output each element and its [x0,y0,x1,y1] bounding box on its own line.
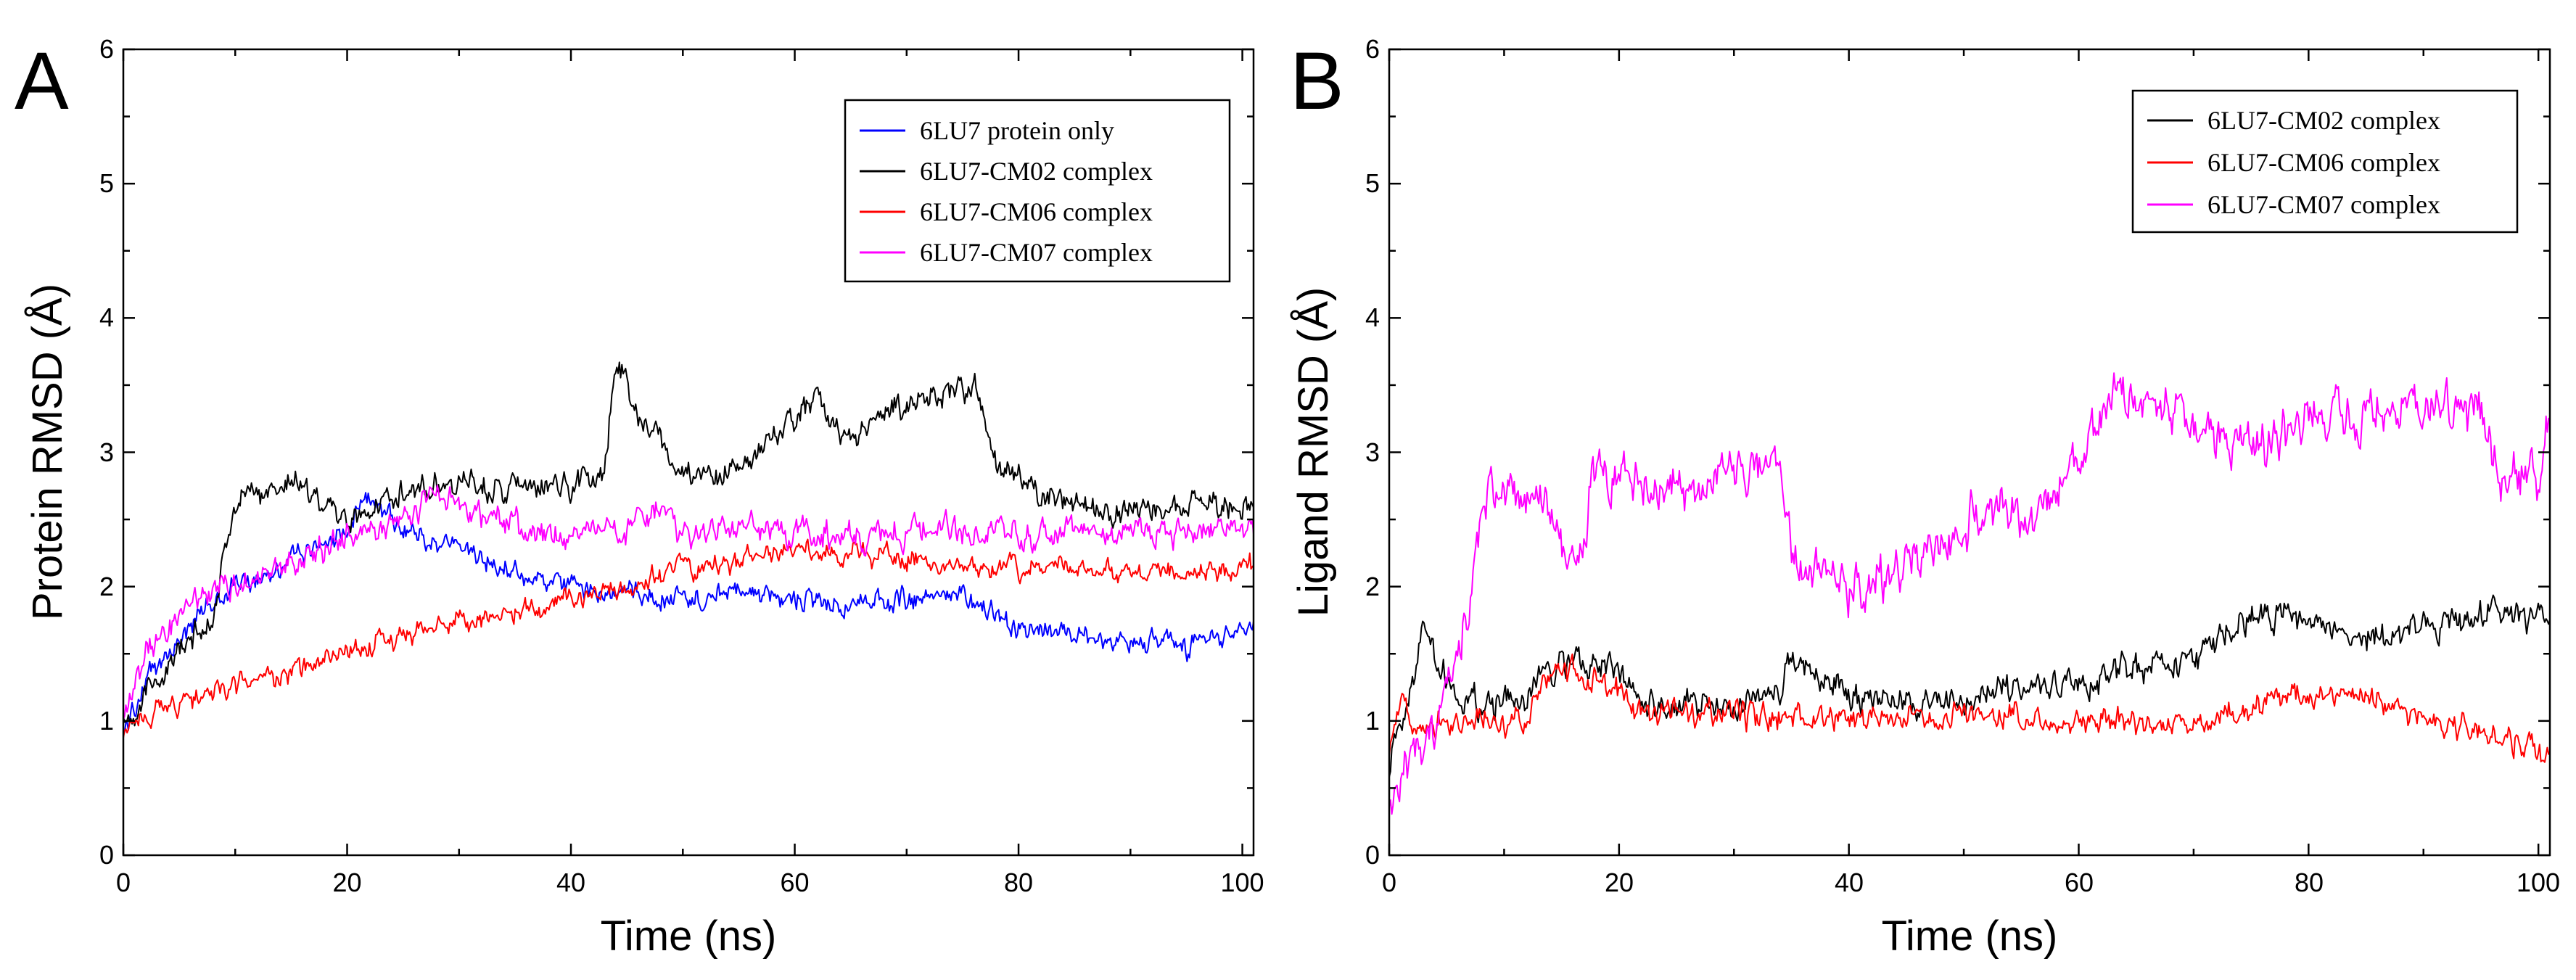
legend-box [844,99,1231,283]
x-tick-label: 40 [1835,868,1864,897]
x-tick-label: 100 [2517,868,2560,897]
y-axis-title: Protein RMSD (Å) [24,284,71,620]
y-tick-label: 6 [99,34,114,64]
series-line-6lu7-cm06-complex [1388,653,2551,763]
x-tick-label: 0 [116,868,131,897]
legend-box [2131,89,2519,234]
y-tick-label: 3 [1365,437,1380,467]
x-tick-label: 80 [2295,868,2324,897]
series-line-6lu7-cm06-complex [123,538,1254,738]
x-tick-label: 20 [332,868,361,897]
series-line-6lu7-cm07-complex [1388,372,2551,815]
y-tick-label: 0 [1365,840,1380,870]
y-tick-label: 1 [1365,706,1380,736]
ticks-layer [1388,48,2550,857]
y-tick-label: 5 [99,168,114,198]
y-tick-label: 0 [99,840,114,870]
legend-label: 6LU7 protein only [920,116,1114,145]
y-tick-label: 6 [1365,34,1380,64]
x-tick-label: 0 [1382,868,1396,897]
y-tick-label: 4 [99,302,114,332]
x-axis-title: Time (ns) [601,913,777,960]
legend-label: 6LU7-CM07 complex [2207,190,2440,219]
legend-label: 6LU7-CM06 complex [920,197,1153,226]
y-tick-label: 2 [1365,572,1380,601]
x-tick-label: 80 [1004,868,1033,897]
x-tick-label: 40 [556,868,585,897]
y-tick-label: 3 [99,437,114,467]
legend-label: 6LU7-CM07 complex [920,238,1153,267]
series-layer [123,361,1254,738]
y-axis-title: Ligand RMSD (Å) [1290,287,1337,617]
legend-label: 6LU7-CM06 complex [2207,148,2440,177]
y-tick-label: 2 [99,572,114,601]
series-line-6lu7-cm02-complex [123,361,1254,727]
x-axis-title: Time (ns) [1882,913,2058,960]
panel-label-a: A [15,36,69,126]
x-tick-label: 60 [2065,868,2094,897]
x-tick-label: 100 [1220,868,1264,897]
series-line-6lu7-cm07-complex [123,485,1254,720]
legend: 6LU7-CM02 complex 6LU7-CM06 complex 6LU7… [2131,89,2519,234]
series-line-6lu7-cm02-complex [1388,594,2551,778]
y-tick-label: 5 [1365,168,1380,198]
panel-b: B 0 20 40 60 80 100 0 1 2 3 4 5 6 Time (… [1290,34,2560,960]
x-tick-label: 20 [1605,868,1634,897]
legend-label: 6LU7-CM02 complex [2207,106,2440,135]
ticks-layer [122,48,1254,857]
panel-label-b: B [1290,36,1344,126]
legend: 6LU7 protein only 6LU7-CM02 complex 6LU7… [844,99,1231,283]
legend-label: 6LU7-CM02 complex [920,157,1153,186]
y-tick-label: 1 [99,706,114,736]
panel-a: A 0 20 40 60 80 100 0 1 2 3 4 5 6 Time (… [15,34,1264,960]
series-layer [1388,372,2551,815]
y-tick-label: 4 [1365,302,1380,332]
x-tick-label: 60 [780,868,809,897]
